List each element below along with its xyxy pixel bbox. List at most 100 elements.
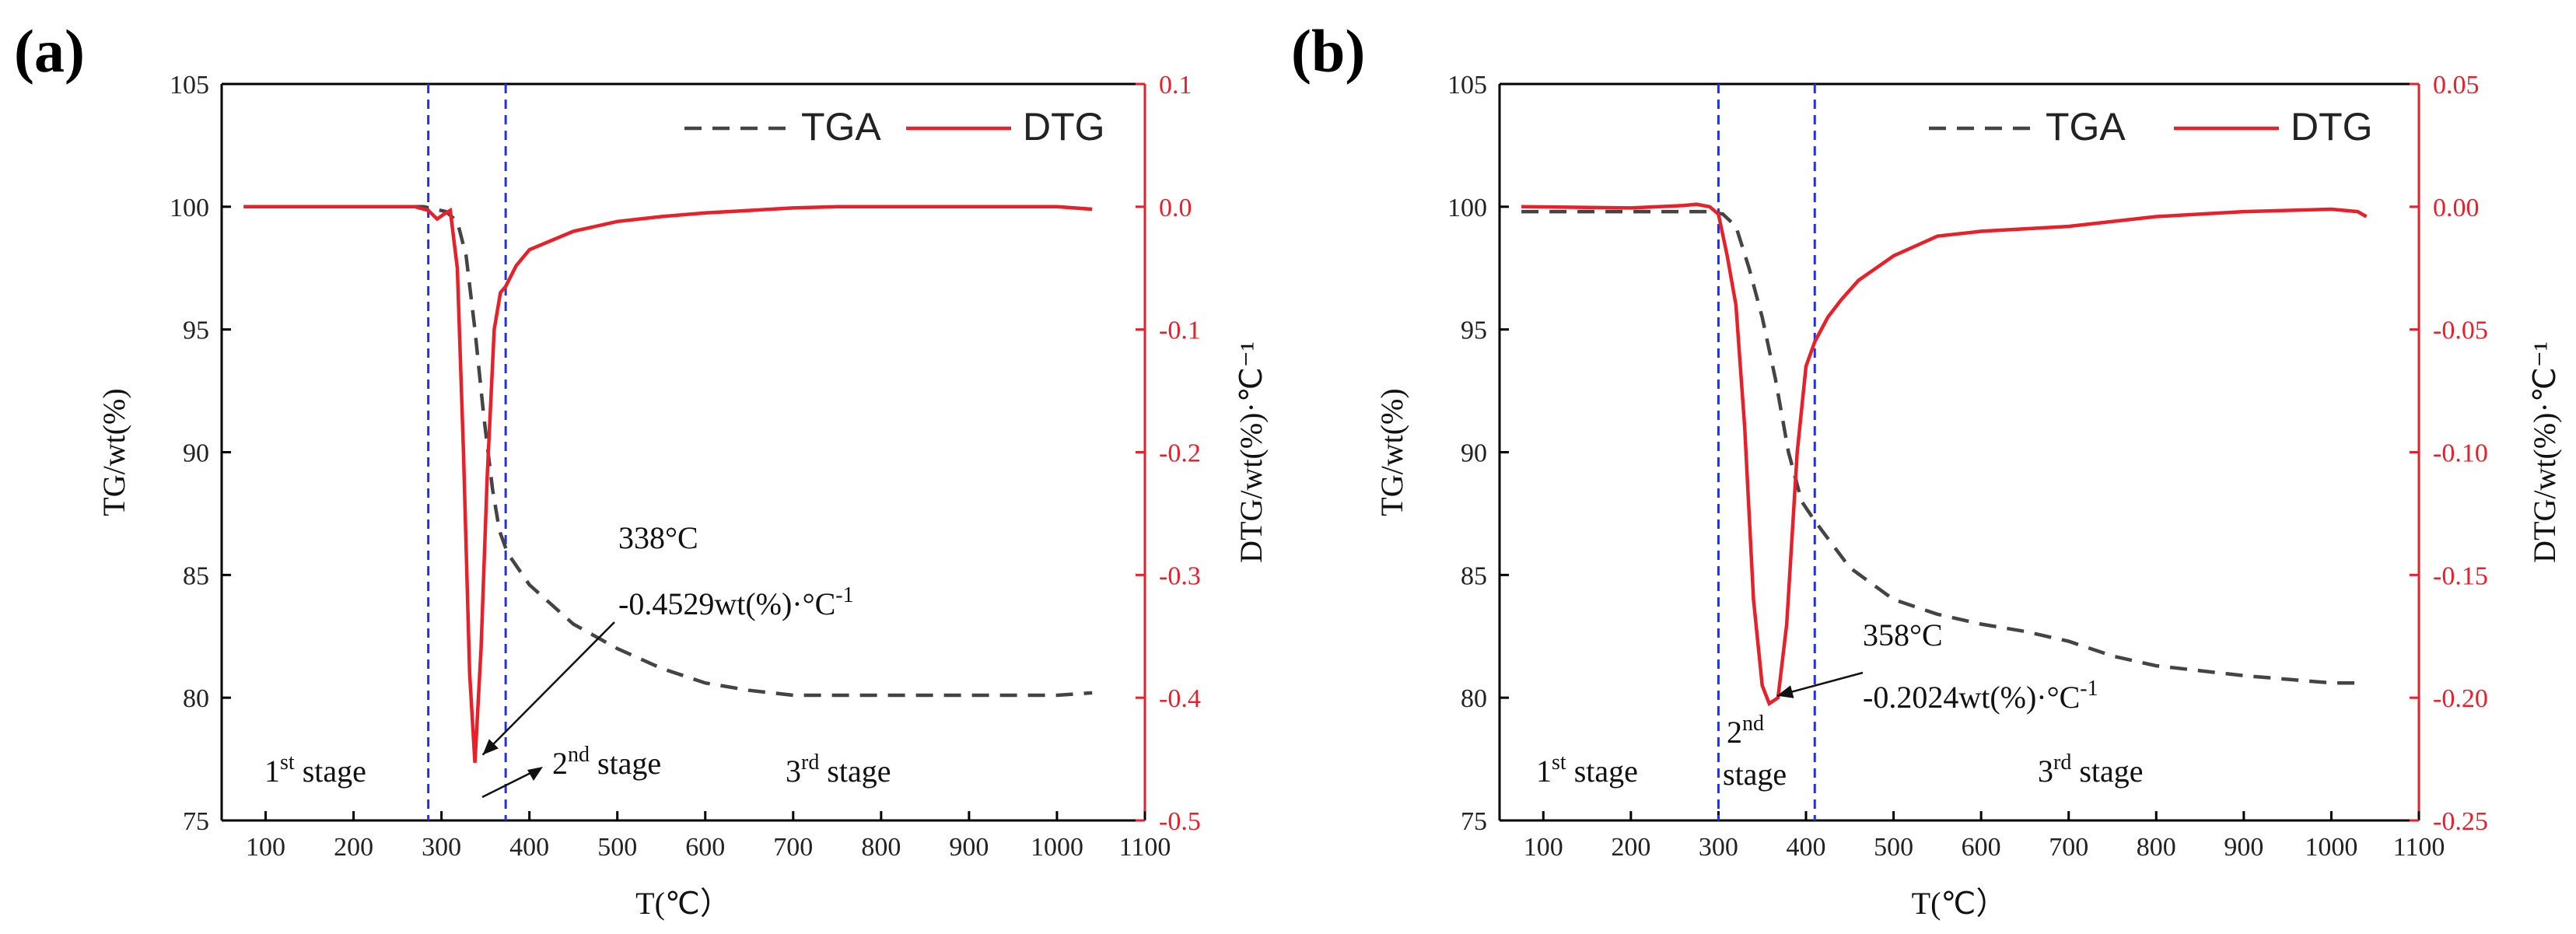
x-tick-label: 1000 (1031, 833, 1083, 862)
panel-b-chart: (b)100 200 300 400 500 600 700 800 900 1000 110075… (1291, 17, 2562, 921)
y-tick-label: 75 (1461, 807, 1487, 836)
y-tick-label: 80 (183, 684, 209, 713)
y2-tick-label: -0.20 (2433, 684, 2488, 713)
y2-tick-label: -0.25 (2433, 807, 2488, 836)
stage-label: 2nd stage (552, 743, 661, 781)
tga-series-line (243, 205, 1093, 698)
x-tick-label: 100 (246, 833, 285, 862)
x-tick-label: 300 (1699, 833, 1738, 862)
annotation-value: -0.4529wt(%)·°C-1 (618, 583, 854, 621)
x-tick-label: 900 (2224, 833, 2263, 862)
legend-dtg-label: DTG (1023, 105, 1105, 149)
stage-word: stage (1723, 757, 1787, 792)
stage-suffix: st (1552, 750, 1566, 775)
annotation-temperature: 338°C (618, 520, 698, 555)
y-tick-label: 95 (183, 317, 209, 345)
annotation-value-sup: -1 (2080, 677, 2098, 701)
x-tick-label: 400 (509, 833, 549, 862)
x-tick-label: 200 (1611, 833, 1650, 862)
stage-word: stage (819, 754, 891, 789)
x-tick-label: 800 (861, 833, 901, 862)
stage-number: 1 (1536, 754, 1552, 789)
x-tick-label: 600 (685, 833, 725, 862)
stage-label: 3rd stage (786, 750, 891, 789)
legend-dtg-label: DTG (2291, 105, 2373, 149)
stage-number: 2 (552, 746, 568, 781)
tga-series-line (1521, 209, 2358, 685)
stage-word: stage (590, 746, 661, 781)
x-axis-title: T(℃） (635, 886, 731, 921)
y-tick-label: 85 (183, 561, 209, 590)
x-tick-label: 800 (2137, 833, 2176, 862)
x-tick-label: 1100 (2393, 833, 2445, 862)
stage-suffix: rd (2053, 750, 2071, 775)
legend-tga-label: TGA (2046, 105, 2126, 149)
y2-tick-label: -0.5 (1159, 807, 1201, 836)
y-tick-label: 80 (1461, 684, 1487, 713)
stage-label: 3rd stage (2038, 750, 2144, 789)
stage-number: 1 (264, 754, 280, 789)
panel-a-chart: (a)100 200 300 400 500 600 700 800 900 1000 110075… (14, 17, 1269, 921)
y2-axis-title: DTG/wt(%)·℃⁻¹ (2527, 341, 2562, 563)
x-axis-title: T(℃） (1912, 886, 2007, 921)
stage-label: 2nd stage (1723, 712, 1787, 792)
stage-label: 1st stage (264, 750, 366, 789)
stage-arrow (481, 768, 537, 799)
stage-suffix: rd (801, 750, 819, 775)
x-tick-label: 600 (1962, 833, 2001, 862)
x-tick-label: 1000 (2305, 833, 2357, 862)
x-tick-label: 700 (773, 833, 813, 862)
stage-number: 3 (786, 754, 801, 789)
stage-word: stage (295, 754, 366, 789)
x-tick-label: 1100 (1119, 833, 1171, 862)
y-tick-label: 100 (170, 194, 209, 222)
annotation-arrowhead (482, 739, 499, 755)
x-tick-label: 300 (422, 833, 461, 862)
y2-tick-label: -0.3 (1159, 561, 1201, 590)
y2-axis-title: DTG/wt(%)·℃⁻¹ (1234, 341, 1269, 563)
stage-suffix: nd (1742, 712, 1764, 736)
stage-suffix: nd (568, 743, 590, 767)
y-tick-label: 100 (1447, 194, 1487, 222)
annotation-value-text: -0.2024wt(%)·°C (1863, 680, 2080, 715)
y-tick-label: 75 (183, 807, 209, 836)
y-tick-label: 90 (1461, 439, 1487, 468)
x-tick-label: 500 (1874, 833, 1913, 862)
y-axis-title: TG/wt(%) (1374, 388, 1409, 516)
dtg-series-line (243, 205, 1093, 763)
stage-suffix: st (280, 750, 295, 775)
stage-arrowhead (527, 767, 543, 781)
y2-tick-label: -0.4 (1159, 684, 1201, 713)
y2-tick-label: -0.2 (1159, 439, 1201, 468)
x-tick-label: 100 (1524, 833, 1563, 862)
stage-number: 3 (2038, 754, 2053, 789)
x-tick-label: 900 (949, 833, 989, 862)
stage-word: stage (1566, 754, 1638, 789)
x-tick-label: 200 (334, 833, 373, 862)
stage-label: 1st stage (1536, 750, 1638, 789)
y-tick-label: 85 (1461, 561, 1487, 590)
y-tick-label: 90 (183, 439, 209, 468)
y2-tick-label: -0.10 (2433, 439, 2488, 468)
annotation-arrow (481, 621, 615, 756)
annotation-value-sup: -1 (835, 583, 853, 607)
y2-tick-label: 0.1 (1159, 71, 1192, 100)
legend-tga-label: TGA (801, 105, 881, 149)
x-tick-label: 500 (597, 833, 637, 862)
y2-tick-label: 0.05 (2433, 71, 2480, 100)
y2-tick-label: -0.1 (1159, 317, 1201, 345)
dtg-series-line (1521, 202, 2368, 707)
y2-tick-label: -0.05 (2433, 317, 2488, 345)
x-tick-label: 400 (1787, 833, 1826, 862)
y-tick-label: 105 (170, 71, 209, 100)
panel-label: (a) (14, 17, 85, 85)
y-tick-label: 95 (1461, 317, 1487, 345)
y2-tick-label: 0.0 (1159, 194, 1192, 222)
annotation-arrowhead (1776, 685, 1794, 698)
y-axis-title: TG/wt(%) (96, 388, 131, 516)
panel-label: (b) (1291, 17, 1365, 85)
x-tick-label: 700 (2049, 833, 2088, 862)
y2-tick-label: -0.15 (2433, 561, 2488, 590)
y2-tick-label: 0.00 (2433, 194, 2480, 222)
